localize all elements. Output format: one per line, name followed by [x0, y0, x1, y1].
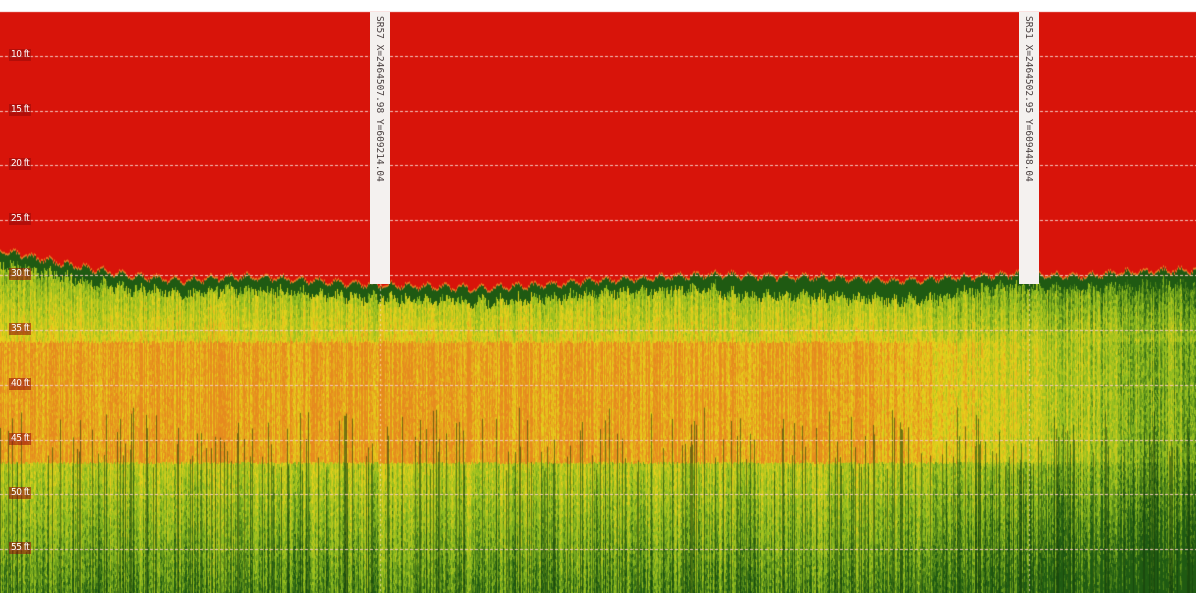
fix-marker-label: SR57 X=2464507.98 Y=609214.04 [374, 16, 386, 182]
depth-tick-label: 10 ft [9, 48, 32, 61]
depth-tick-label: 30 ft [9, 268, 32, 281]
depth-tick-label: 35 ft [9, 322, 32, 335]
fix-marker: SR57 X=2464507.98 Y=609214.04 [370, 12, 391, 284]
depth-tick-label: 50 ft [9, 487, 32, 500]
depth-tick-label: 40 ft [9, 377, 32, 390]
fix-marker: SR51 X=2464502.95 Y=609448.04 [1018, 12, 1039, 284]
depth-tick-label: 45 ft [9, 432, 32, 445]
depth-tick-label: 20 ft [9, 158, 32, 171]
fix-marker-label: SR51 X=2464502.95 Y=609448.04 [1022, 16, 1034, 182]
depth-tick-label: 55 ft [9, 542, 32, 555]
depth-tick-label: 15 ft [9, 103, 32, 116]
depth-tick-label: 25 ft [9, 213, 32, 226]
